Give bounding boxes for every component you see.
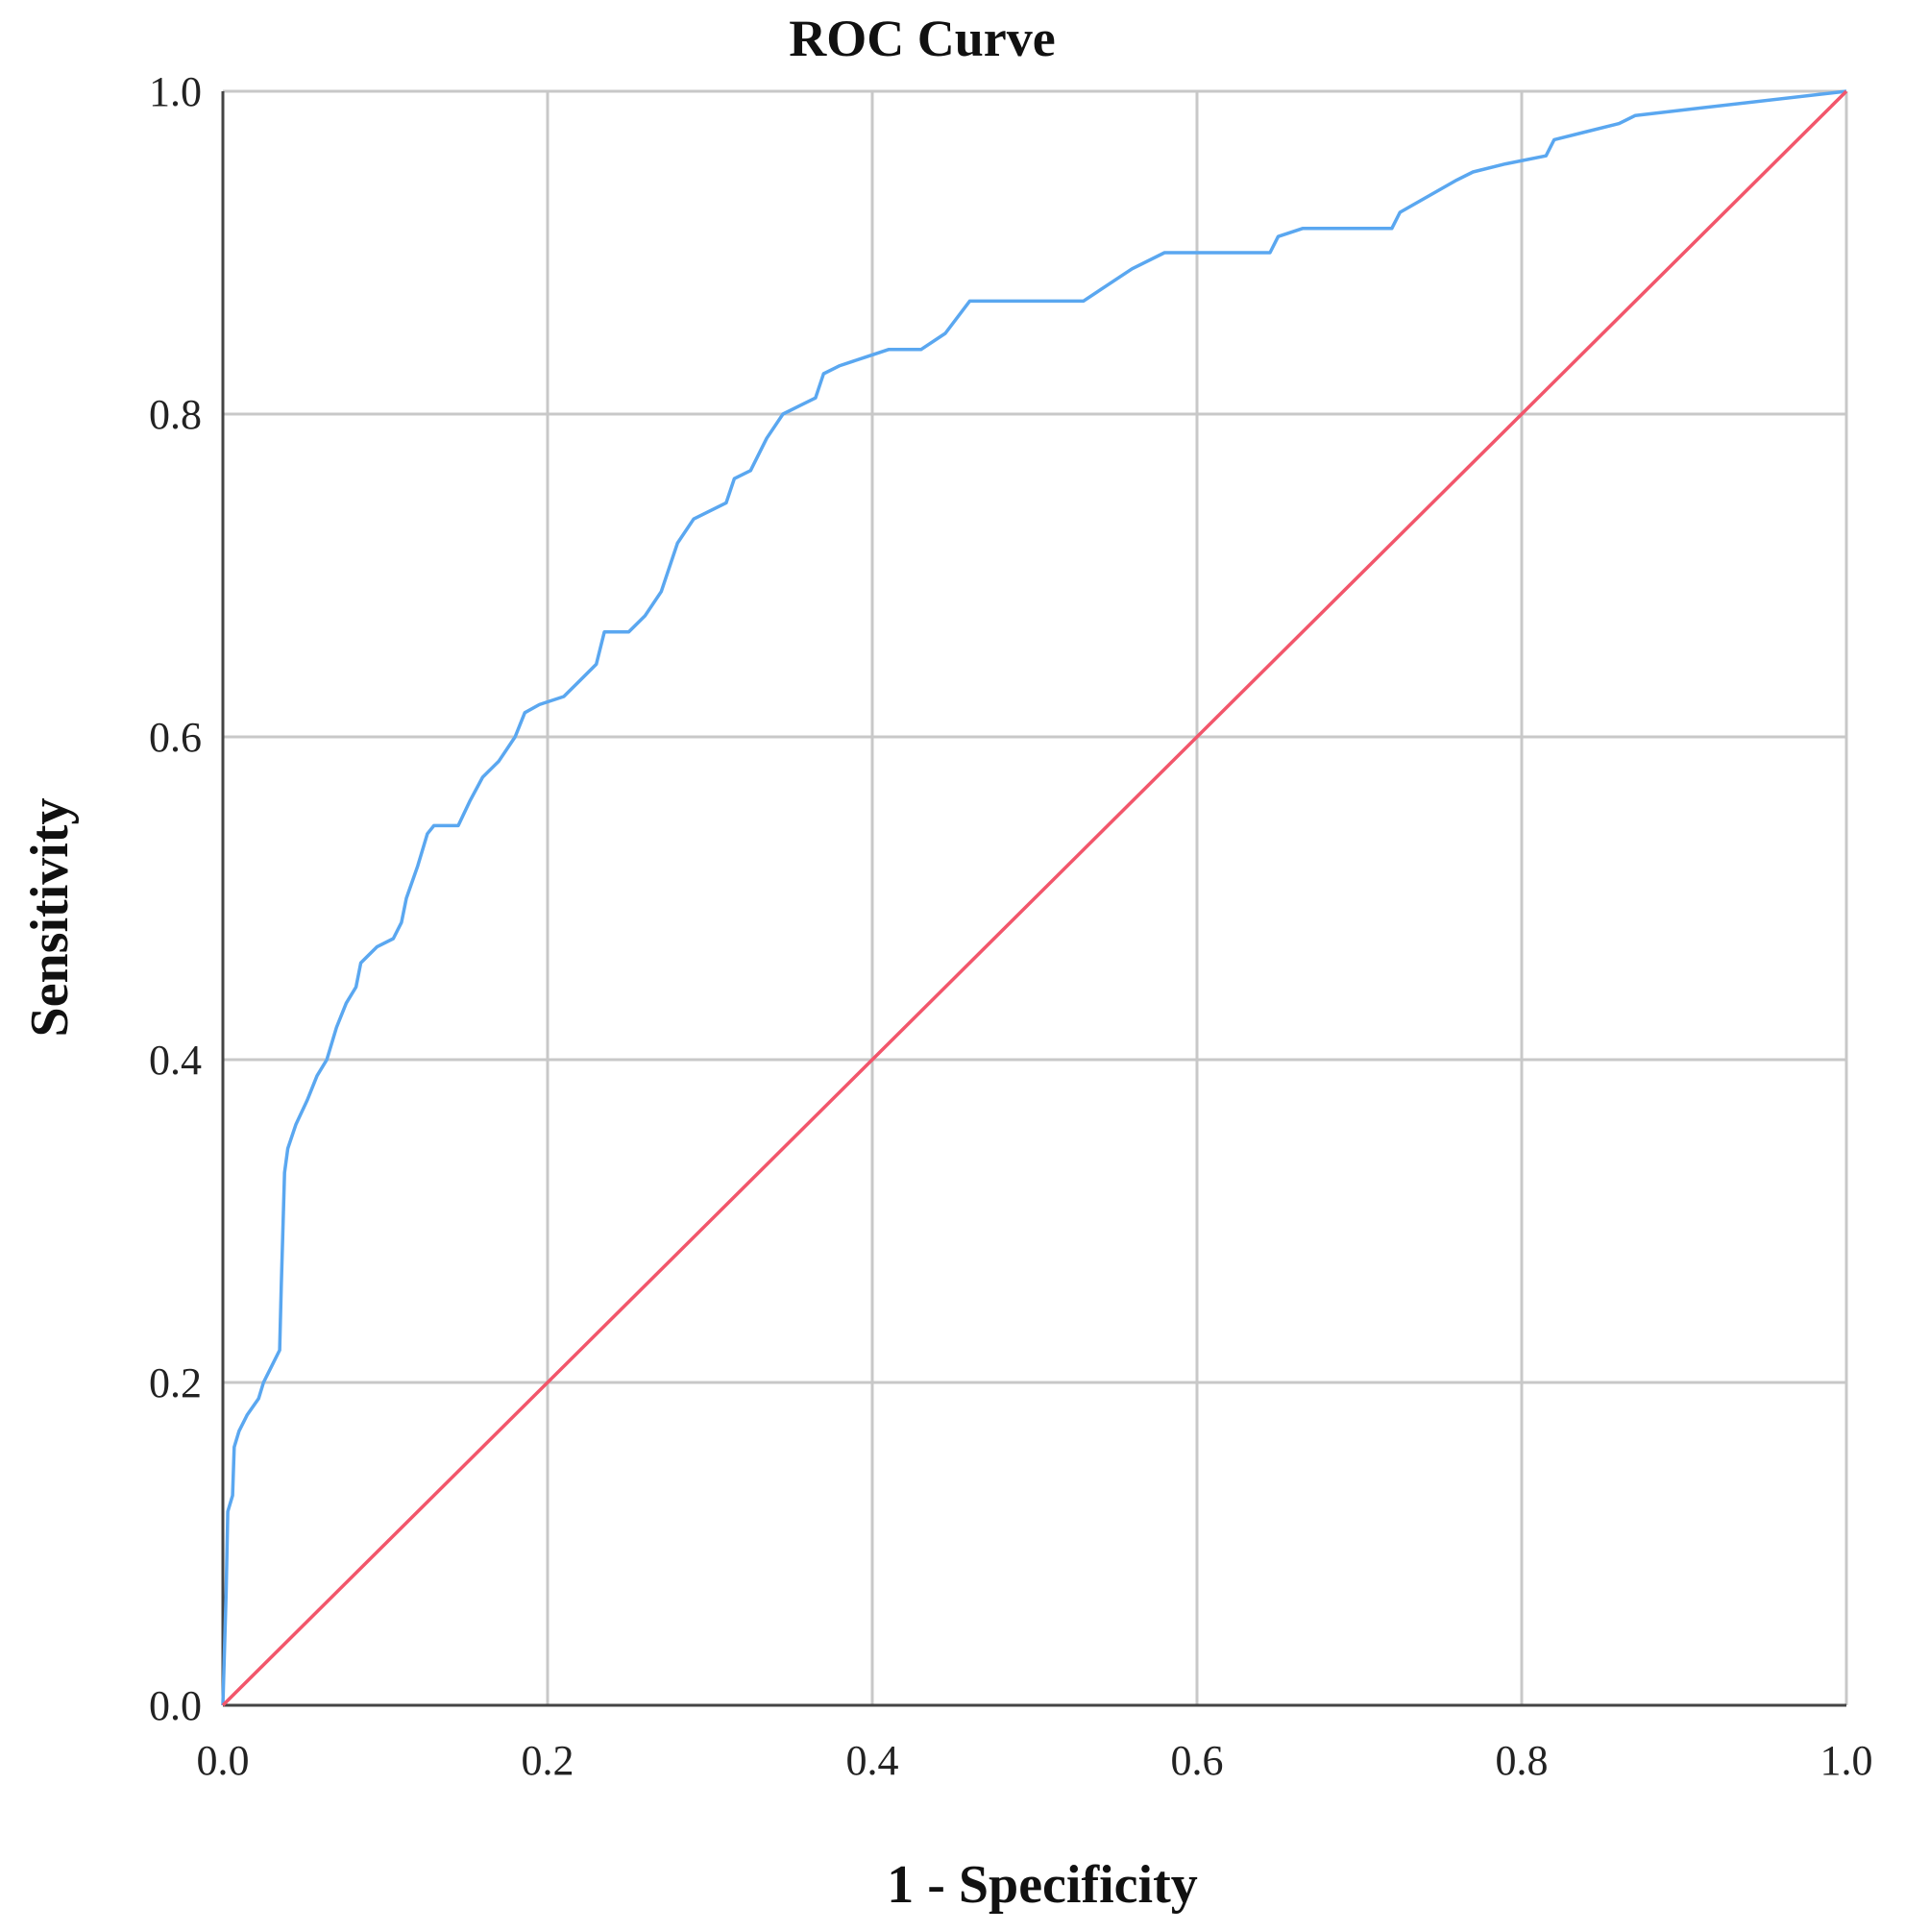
y-axis-label: Sensitivity: [20, 798, 80, 1038]
axes: [221, 91, 1846, 1707]
y-tick-label-0: 0.0: [149, 1682, 202, 1729]
x-tick-labels: 0.0 0.2 0.4 0.6 0.8 1.0: [197, 1737, 1873, 1784]
y-tick-label-2: 0.4: [149, 1037, 202, 1084]
y-tick-labels: 0.0 0.2 0.4 0.6 0.8 1.0: [149, 68, 202, 1729]
x-axis-label: 1 - Specificity: [887, 1855, 1197, 1915]
x-tick-label-3: 0.6: [1171, 1737, 1224, 1784]
x-tick-label-2: 0.4: [846, 1737, 899, 1784]
y-tick-label-5: 1.0: [149, 68, 202, 115]
grid-lines: [221, 89, 1848, 1707]
y-tick-label-3: 0.6: [149, 714, 202, 761]
x-tick-label-5: 1.0: [1820, 1737, 1873, 1784]
x-tick-label-1: 0.2: [522, 1737, 574, 1784]
x-tick-label-0: 0.0: [197, 1737, 250, 1784]
chart-title: ROC Curve: [789, 10, 1055, 67]
x-tick-label-4: 0.8: [1496, 1737, 1549, 1784]
y-tick-label-1: 0.2: [149, 1359, 202, 1406]
series-lines: [221, 89, 1848, 1707]
roc-curve-line: [221, 89, 1847, 1706]
reference-diagonal-line: [221, 89, 1848, 1707]
y-tick-label-4: 0.8: [149, 391, 202, 438]
